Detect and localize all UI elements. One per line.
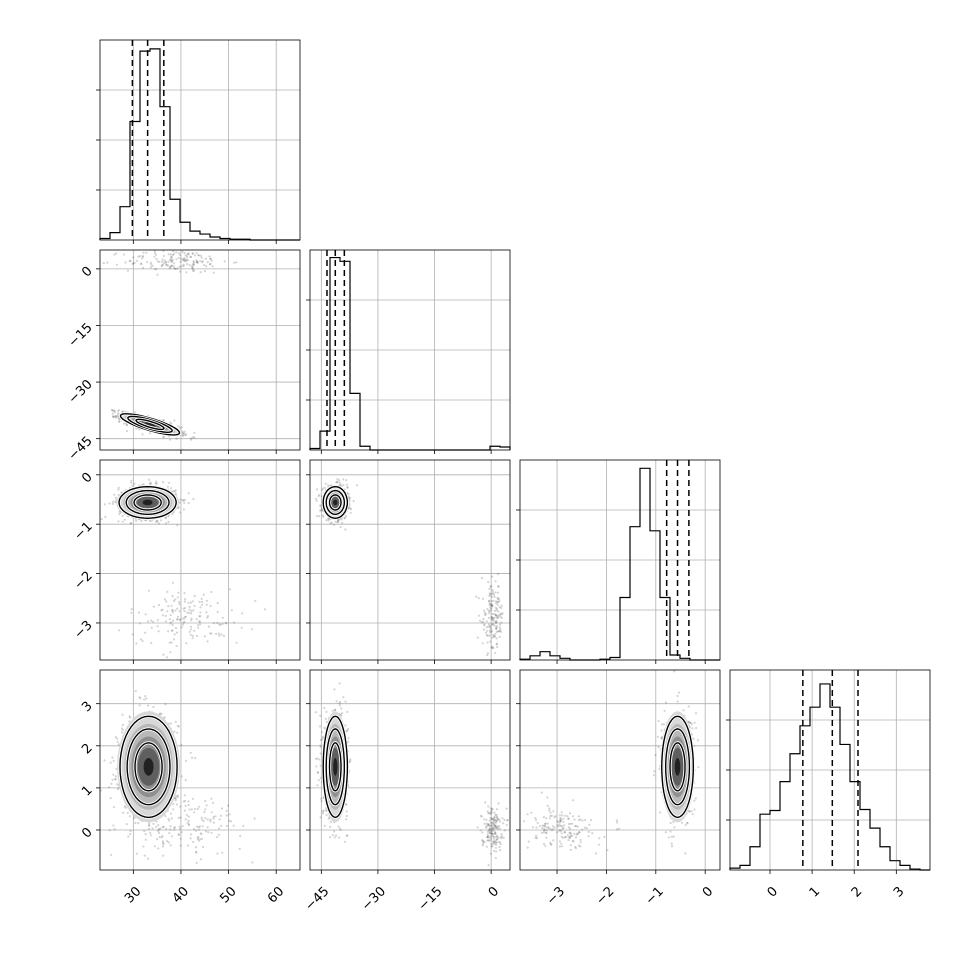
y-tick-label-1-0: −45 [66, 434, 96, 464]
panel-1-0: −45 −30 −15 0 [66, 249, 301, 464]
scatter-1-0 [102, 250, 238, 441]
density-1-0-4 [144, 422, 156, 427]
panel-0-0 [96, 39, 301, 244]
x-tick-label-1-1: −30 [359, 884, 389, 914]
histogram-1 [309, 256, 511, 451]
histogram-3 [729, 683, 930, 871]
frame-3-3 [729, 669, 931, 871]
x-tick-label-2-0: −3 [544, 884, 568, 908]
y-tick-label-2-2: −1 [71, 519, 95, 543]
frame-2-1 [309, 459, 511, 661]
panel-2-1 [306, 459, 511, 664]
x-tick-label-0-0: 30 [122, 884, 144, 906]
y-tick-label-3-2: 2 [79, 741, 95, 757]
panel-3-1: −45 −30 −15 0 [302, 669, 511, 914]
contour-2-1-0 [322, 485, 349, 520]
contour-1-0-2 [135, 418, 165, 431]
contour-3-1-2 [328, 742, 342, 792]
scatter-2-1 [314, 477, 504, 657]
y-tick-label-3-3: 3 [79, 699, 95, 715]
x-tick-label-1-3: 0 [486, 884, 502, 900]
panel-2-0: −3 −2 −1 0 [71, 459, 301, 664]
panel-1-1 [306, 249, 511, 454]
histogram-2 [519, 467, 720, 661]
scatter-2-0 [100, 478, 266, 660]
contour-2-1-1 [325, 489, 345, 516]
density-2-0-4 [142, 499, 153, 506]
y-tick-label-3-0: 0 [79, 825, 95, 841]
x-tick-label-3-2: 2 [849, 884, 865, 900]
contour-1-0-1 [127, 415, 173, 434]
contour-2-0-1 [125, 489, 170, 516]
frame-3-2 [519, 669, 721, 871]
y-tick-label-2-0: −3 [71, 618, 95, 642]
x-tick-label-3-3: 3 [891, 884, 907, 900]
frame-1-1 [309, 249, 511, 451]
contour-3-1-1 [325, 728, 345, 806]
contour-1-0-0 [119, 413, 181, 436]
x-tick-label-2-3: 0 [700, 884, 716, 900]
frame-2-0 [99, 459, 301, 661]
x-tick-label-3-0: 0 [765, 884, 781, 900]
scatter-3-1 [314, 682, 509, 867]
y-tick-label-2-1: −2 [71, 569, 95, 593]
y-tick-label-3-1: 1 [79, 783, 95, 799]
panel-2-2 [516, 459, 721, 664]
x-tick-label-2-1: −2 [593, 884, 617, 908]
density-3-1-4 [333, 758, 338, 776]
scatter-3-0 [100, 690, 256, 865]
y-tick-label-1-3: 0 [79, 264, 95, 280]
x-tick-label-3-1: 1 [807, 884, 823, 900]
contour-3-2-2 [669, 742, 686, 792]
frame-3-1 [309, 669, 511, 871]
histogram-0 [99, 48, 300, 241]
contour-3-0-2 [134, 742, 163, 792]
density-3-2-4 [674, 758, 681, 776]
scatter-3-2 [522, 670, 700, 855]
contour-2-1-2 [328, 494, 342, 511]
contour-3-0-0 [119, 715, 178, 819]
density-3-0-4 [143, 758, 154, 776]
frame-0-0 [99, 39, 301, 241]
x-tick-label-1-2: −15 [416, 884, 446, 914]
x-tick-label-0-1: 40 [170, 884, 192, 906]
x-tick-label-1-0: −45 [302, 884, 332, 914]
x-tick-label-0-3: 60 [265, 884, 287, 906]
contour-3-2-0 [660, 715, 695, 819]
frame-1-0 [99, 249, 301, 451]
x-tick-label-2-2: −1 [643, 884, 667, 908]
contour-3-0-1 [126, 728, 171, 806]
density-2-1-4 [333, 499, 338, 506]
contour-2-0-2 [133, 494, 162, 511]
frame-2-2 [519, 459, 721, 661]
panel-3-0: 30 40 50 60 0 1 2 3 [79, 669, 301, 906]
panel-3-2: −3 −2 −1 0 [516, 669, 721, 908]
y-tick-label-1-1: −30 [66, 377, 96, 407]
x-tick-label-0-2: 50 [217, 884, 239, 906]
contour-3-2-1 [664, 728, 691, 806]
frame-3-0 [99, 669, 301, 871]
y-tick-label-2-3: 0 [79, 470, 95, 486]
panel-3-3: 0 1 2 3 [726, 669, 931, 901]
contour-3-1-0 [322, 715, 349, 819]
contour-2-0-0 [118, 485, 177, 520]
y-tick-label-1-2: −15 [66, 321, 96, 351]
